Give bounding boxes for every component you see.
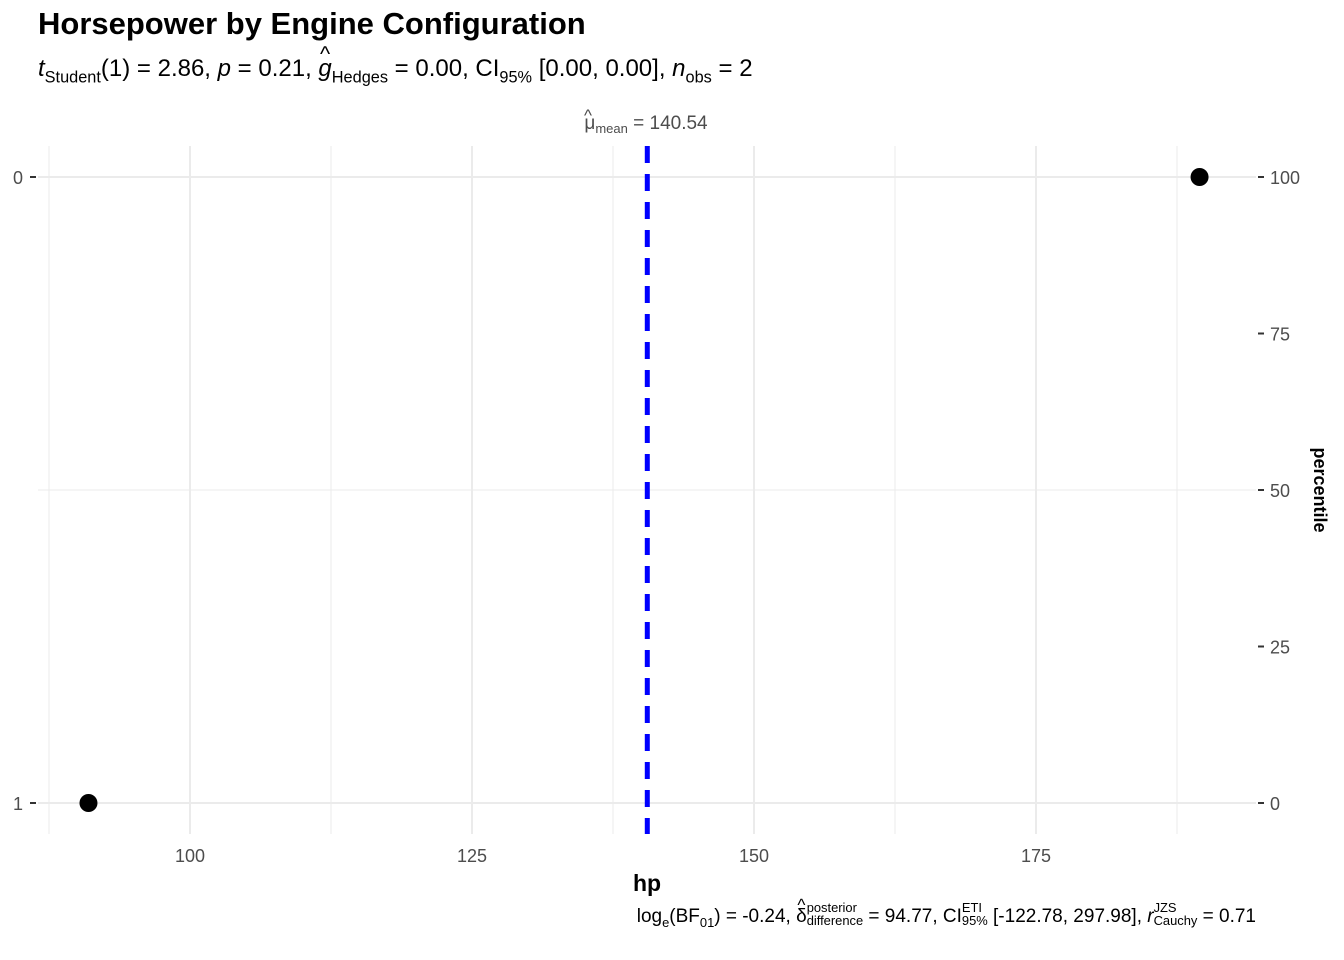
ci-scripts: ETI 95% — [961, 900, 988, 928]
right-tick-label: 25 — [1270, 638, 1290, 658]
x-tick-label: 125 — [457, 846, 487, 866]
data-point-1 — [79, 794, 98, 812]
chart-subtitle: tStudent(1) = 2.86, p = 0.21, ^ gHedges =… — [38, 43, 753, 86]
r-scripts: JZS Cauchy — [1153, 900, 1198, 928]
ci-sub-caption: 95% — [961, 912, 988, 928]
t-label: t — [38, 55, 45, 82]
g-label: g — [318, 55, 332, 82]
right-tick-label: 50 — [1270, 481, 1290, 501]
p-label: p — [217, 55, 231, 82]
n-label: n — [672, 55, 686, 82]
delta-hat: ^ — [797, 895, 806, 915]
x-tick-label: 100 — [175, 846, 205, 866]
ci-sup: ETI — [961, 900, 982, 916]
g-sub: Hedges — [331, 68, 388, 87]
log-text: log — [636, 906, 663, 927]
bf-text: (BF — [669, 906, 700, 927]
right-y-axis: 0 25 50 75 100 — [1258, 168, 1300, 814]
mean-rest: = 140.54 — [628, 113, 708, 134]
left-tick-label: 0 — [13, 168, 23, 188]
left-y-axis: 01 — [13, 168, 36, 814]
x-axis-label: hp — [633, 870, 661, 896]
x-tick-label: 150 — [739, 846, 769, 866]
chart-title: Horsepower by Engine Configuration — [38, 6, 586, 41]
ci-sub: 95% — [499, 68, 533, 87]
data-points — [79, 168, 1209, 812]
right-y-axis-label: percentile — [1310, 447, 1330, 532]
left-tick-label: 1 — [13, 794, 23, 814]
ci-rest-caption: [-122.78, 297.98], — [987, 906, 1148, 927]
r-label: r — [1147, 906, 1154, 927]
bf-rest: ) = -0.24, — [714, 906, 797, 927]
right-tick-label: 0 — [1270, 794, 1280, 814]
right-tick-label: 75 — [1270, 325, 1290, 345]
p-rest: = 0.21, — [231, 55, 319, 82]
delta-sup: posterior — [806, 900, 857, 916]
mean-sub: mean — [595, 121, 628, 136]
g-hedges-symbol: ^ g — [318, 43, 332, 83]
delta-sub: difference — [806, 912, 864, 928]
delta-rest: = 94.77, CI — [863, 906, 962, 927]
right-tick-label: 100 — [1270, 168, 1300, 188]
g-rest: = 0.00, CI — [388, 55, 500, 82]
r-rest: = 0.71 — [1197, 906, 1256, 927]
x-axis: 100 125 150 175 — [175, 846, 1051, 866]
log-sub: e — [662, 915, 670, 931]
n-sub: obs — [685, 68, 712, 87]
t-sub: Student — [44, 68, 101, 87]
g-hat: ^ — [320, 41, 331, 67]
n-rest: = 2 — [711, 55, 753, 82]
mean-symbol: μ — [584, 113, 595, 134]
x-tick-label: 175 — [1021, 846, 1051, 866]
mean-hat: ^ — [584, 106, 592, 125]
t-rest: (1) = 2.86, — [100, 55, 218, 82]
mean-label: μmean = 140.54 — [584, 113, 708, 136]
data-point-2 — [1190, 168, 1209, 186]
ci-rest: [0.00, 0.00], — [532, 55, 673, 82]
bf-sub: 01 — [699, 915, 715, 931]
r-sup: JZS — [1153, 900, 1177, 916]
delta-label: δ — [796, 906, 807, 927]
r-sub: Cauchy — [1153, 912, 1198, 928]
chart-caption: loge(BF01) = -0.24, ^ δ posterior differenc… — [636, 897, 1256, 931]
delta-symbol: ^ δ — [796, 897, 807, 928]
delta-scripts: posterior difference — [806, 900, 864, 928]
